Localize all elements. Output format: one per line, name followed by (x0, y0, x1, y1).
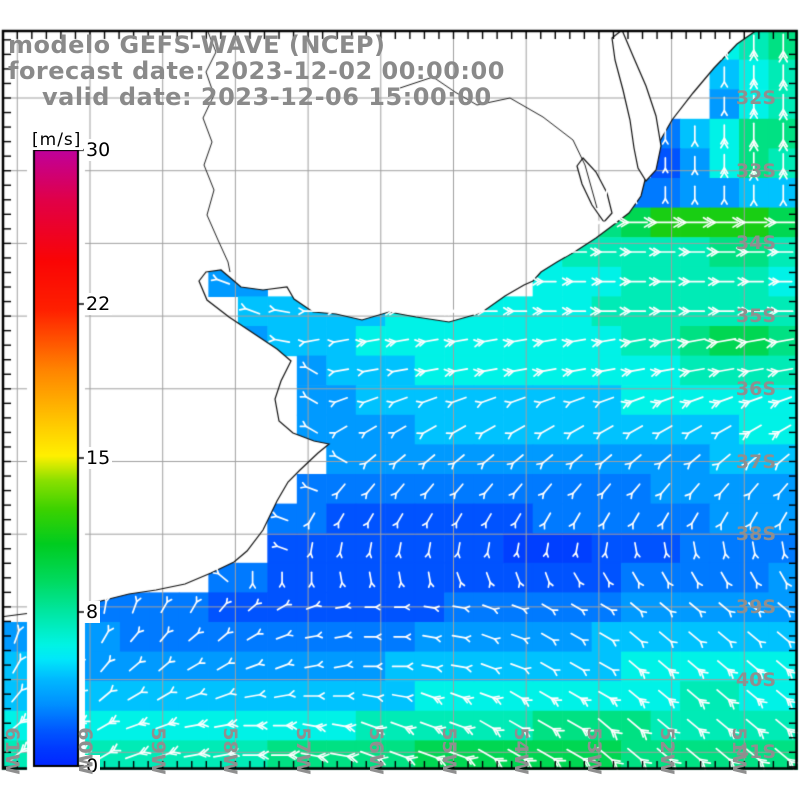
latitude-label: 40S (735, 668, 776, 691)
valid-date-label: valid date: 2023-12-06 15:00:00 (42, 83, 492, 111)
forecast-date-label: forecast date: 2023-12-02 00:00:00 (8, 57, 505, 85)
latitude-label: 35S (735, 305, 776, 328)
colorbar-tick-label: 15 (84, 447, 113, 469)
longitude-label: 58W (219, 727, 242, 775)
longitude-label: 51W (728, 727, 751, 775)
longitude-label: 57W (292, 727, 315, 775)
longitude-label: 53W (582, 727, 605, 775)
latitude-label: 37S (735, 450, 776, 473)
latitude-label: 34S (735, 232, 776, 255)
latitude-label: 39S (735, 595, 776, 618)
latitude-label: 36S (735, 377, 776, 400)
latitude-label: 38S (735, 523, 776, 546)
colorbar-tick-label: 0 (84, 755, 101, 777)
latitude-label: 33S (735, 159, 776, 182)
colorbar-unit-label: [m/s] (30, 130, 84, 150)
colorbar-tick-label: 22 (84, 293, 113, 315)
longitude-label: 60W (74, 727, 96, 775)
longitude-label: 54W (510, 727, 533, 775)
colorbar-tick-label: 30 (84, 139, 113, 161)
colorbar-tick-label: 8 (84, 601, 101, 623)
latitude-label: 41S (735, 741, 776, 764)
longitude-label: 55W (437, 727, 460, 775)
longitude-label: 59W (146, 727, 169, 775)
model-title: modelo GEFS-WAVE (NCEP) (8, 31, 386, 59)
latitude-label: 32S (735, 87, 776, 109)
longitude-label: 61W (1, 727, 24, 775)
longitude-label: 52W (655, 727, 678, 775)
longitude-label: 56W (364, 727, 387, 775)
